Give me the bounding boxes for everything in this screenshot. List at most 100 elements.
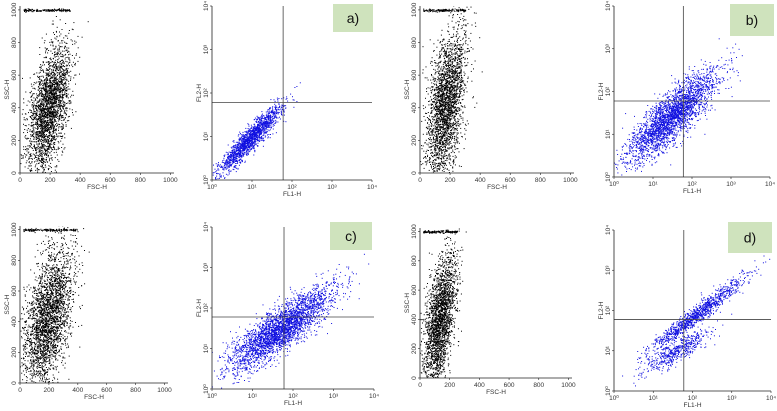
point [41, 109, 42, 111]
point [251, 134, 253, 136]
point [43, 57, 45, 59]
point [51, 116, 53, 118]
point [254, 151, 256, 153]
point [266, 121, 268, 123]
point [61, 54, 63, 55]
point [49, 134, 51, 136]
point [213, 164, 214, 166]
point [441, 123, 443, 125]
point [455, 75, 457, 77]
point [55, 89, 57, 91]
point [252, 127, 254, 129]
point [49, 58, 51, 60]
point [54, 67, 55, 69]
point [55, 66, 57, 68]
point [228, 162, 229, 164]
point [54, 37, 56, 39]
point [433, 129, 435, 131]
point [49, 65, 51, 66]
point [43, 167, 45, 168]
point [231, 152, 233, 154]
point [38, 117, 40, 119]
point [53, 80, 55, 82]
point [37, 126, 39, 128]
point [269, 123, 271, 125]
point [226, 154, 228, 156]
point [55, 59, 57, 61]
point [46, 117, 48, 119]
point [258, 136, 260, 138]
point [237, 147, 239, 149]
point [26, 148, 27, 150]
point [247, 139, 248, 141]
point [46, 131, 48, 132]
point [55, 56, 57, 57]
point [48, 107, 50, 109]
point [51, 126, 52, 128]
point [35, 113, 37, 115]
point [245, 154, 247, 155]
point [250, 136, 252, 138]
point [29, 9, 31, 11]
point [37, 154, 39, 156]
point [267, 123, 269, 125]
point [227, 174, 229, 176]
point [238, 152, 239, 154]
point [29, 142, 31, 144]
point [241, 135, 243, 137]
point [47, 102, 49, 104]
point [56, 89, 58, 91]
point [232, 168, 234, 170]
point [57, 159, 59, 161]
point [59, 86, 61, 88]
point [46, 87, 48, 89]
point [57, 115, 59, 117]
point [43, 111, 45, 113]
point [63, 72, 65, 74]
point [451, 116, 453, 118]
x-axis-label: FSC-H [87, 184, 107, 191]
point [51, 159, 53, 161]
point [272, 128, 274, 130]
point [39, 125, 41, 127]
point [267, 114, 269, 116]
data-points [20, 8, 89, 173]
point [30, 153, 32, 155]
point [236, 160, 238, 162]
point [447, 85, 449, 86]
point [41, 126, 43, 128]
point [50, 44, 52, 46]
point [41, 80, 42, 82]
point [40, 165, 42, 167]
point [44, 83, 46, 85]
point [39, 66, 41, 68]
point [235, 167, 237, 169]
point [255, 143, 257, 145]
point [52, 91, 54, 93]
point [65, 53, 67, 55]
point [36, 106, 38, 108]
point [67, 51, 68, 53]
point [70, 96, 72, 98]
point [278, 103, 280, 105]
point [47, 93, 49, 95]
point [242, 134, 244, 136]
point [268, 124, 270, 126]
point [56, 103, 58, 105]
point [38, 133, 40, 135]
point [449, 44, 451, 46]
point [54, 99, 56, 101]
point [57, 61, 58, 63]
point [44, 172, 46, 173]
point [54, 112, 56, 114]
point [263, 132, 265, 134]
point [35, 131, 37, 133]
point [263, 125, 265, 127]
point [39, 95, 41, 97]
point [272, 108, 274, 110]
point [45, 9, 47, 11]
point [66, 87, 68, 89]
point [31, 11, 33, 13]
point [268, 121, 269, 123]
point [50, 118, 52, 120]
